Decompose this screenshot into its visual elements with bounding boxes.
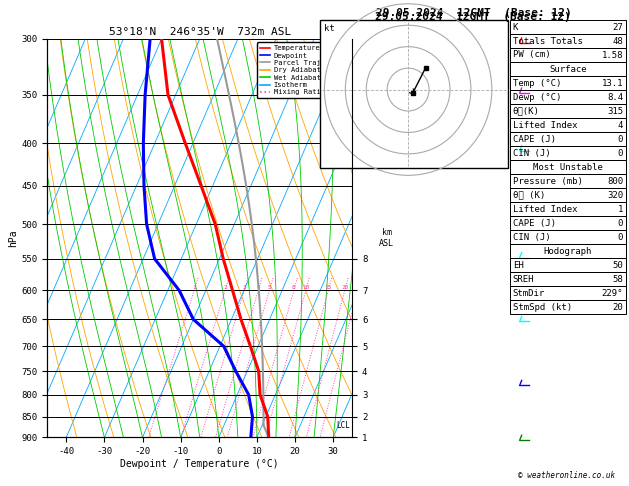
Bar — [510, 188, 626, 202]
Text: CAPE (J): CAPE (J) — [513, 135, 556, 143]
Text: 320: 320 — [607, 191, 623, 199]
Text: 8.4: 8.4 — [607, 92, 623, 102]
Text: θᴄ(K): θᴄ(K) — [513, 106, 540, 116]
X-axis label: Dewpoint / Temperature (°C): Dewpoint / Temperature (°C) — [120, 459, 279, 469]
Text: CIN (J): CIN (J) — [513, 232, 550, 242]
Text: 1: 1 — [192, 285, 196, 290]
Text: 4: 4 — [257, 285, 260, 290]
Text: 5: 5 — [267, 285, 271, 290]
Text: 800: 800 — [607, 176, 623, 186]
Bar — [510, 132, 626, 146]
Text: Totals Totals: Totals Totals — [513, 36, 582, 46]
Text: StmDir: StmDir — [513, 289, 545, 297]
Bar — [510, 90, 626, 104]
Text: 15: 15 — [325, 285, 332, 290]
Bar — [510, 62, 626, 76]
Text: 0: 0 — [618, 149, 623, 157]
Text: 1: 1 — [618, 205, 623, 213]
Bar — [510, 146, 626, 160]
Text: K: K — [513, 22, 518, 32]
Bar — [510, 258, 626, 272]
Bar — [510, 76, 626, 90]
Text: 315: 315 — [607, 106, 623, 116]
Text: 8: 8 — [292, 285, 296, 290]
Text: 0: 0 — [618, 219, 623, 227]
Text: 1.58: 1.58 — [602, 51, 623, 59]
Text: 13.1: 13.1 — [602, 79, 623, 87]
Text: CIN (J): CIN (J) — [513, 149, 550, 157]
Bar — [510, 216, 626, 230]
Bar — [510, 174, 626, 188]
Text: kt: kt — [323, 24, 334, 33]
Text: 20: 20 — [613, 302, 623, 312]
Legend: Temperature, Dewpoint, Parcel Trajectory, Dry Adiabat, Wet Adiabat, Isotherm, Mi: Temperature, Dewpoint, Parcel Trajectory… — [257, 42, 348, 98]
Text: Hodograph: Hodograph — [544, 246, 592, 256]
Text: Lifted Index: Lifted Index — [513, 205, 577, 213]
Bar — [510, 286, 626, 300]
Bar — [510, 104, 626, 118]
Text: Temp (°C): Temp (°C) — [513, 79, 561, 87]
Text: 2: 2 — [223, 285, 227, 290]
Text: LCL: LCL — [337, 420, 350, 430]
Bar — [320, 20, 508, 168]
Text: StmSpd (kt): StmSpd (kt) — [513, 302, 572, 312]
Text: EH: EH — [513, 260, 523, 270]
Text: 0: 0 — [618, 232, 623, 242]
Text: 27: 27 — [613, 22, 623, 32]
Text: 50: 50 — [613, 260, 623, 270]
Text: θᴄ (K): θᴄ (K) — [513, 191, 545, 199]
Bar — [510, 202, 626, 216]
Title: 53°18'N  246°35'W  732m ASL: 53°18'N 246°35'W 732m ASL — [109, 27, 291, 37]
Bar — [510, 20, 626, 34]
Bar — [510, 300, 626, 314]
Text: 29.05.2024  12GMT  (Base: 12): 29.05.2024 12GMT (Base: 12) — [376, 12, 571, 22]
Text: PW (cm): PW (cm) — [513, 51, 550, 59]
Bar — [510, 272, 626, 286]
Bar — [510, 34, 626, 48]
Y-axis label: hPa: hPa — [9, 229, 18, 247]
Bar — [510, 48, 626, 62]
Bar — [510, 160, 626, 174]
Y-axis label: km
ASL: km ASL — [379, 228, 394, 248]
Text: CAPE (J): CAPE (J) — [513, 219, 556, 227]
Text: Dewp (°C): Dewp (°C) — [513, 92, 561, 102]
Text: 0: 0 — [618, 135, 623, 143]
Text: 229°: 229° — [602, 289, 623, 297]
Text: SREH: SREH — [513, 275, 535, 283]
Text: Lifted Index: Lifted Index — [513, 121, 577, 129]
Text: 20: 20 — [341, 285, 348, 290]
Text: 29.05.2024  12GMT  (Base: 12): 29.05.2024 12GMT (Base: 12) — [376, 8, 572, 18]
Text: Most Unstable: Most Unstable — [533, 162, 603, 172]
Text: © weatheronline.co.uk: © weatheronline.co.uk — [518, 471, 615, 480]
Bar — [510, 230, 626, 244]
Text: Pressure (mb): Pressure (mb) — [513, 176, 582, 186]
Text: Surface: Surface — [549, 65, 587, 73]
Text: 10: 10 — [302, 285, 309, 290]
Text: 4: 4 — [618, 121, 623, 129]
Bar — [510, 118, 626, 132]
Text: 3: 3 — [242, 285, 246, 290]
Text: 48: 48 — [613, 36, 623, 46]
Text: 58: 58 — [613, 275, 623, 283]
Bar — [510, 244, 626, 258]
